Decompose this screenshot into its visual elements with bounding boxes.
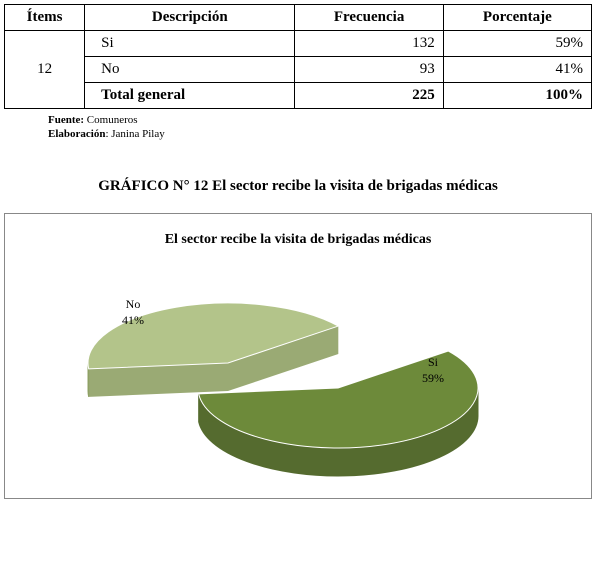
chart-svg-wrap: Si 59% No 41%	[15, 258, 581, 488]
source-block: Fuente: Comuneros Elaboración: Janina Pi…	[48, 113, 592, 142]
table-header-row: Ítems Descripción Frecuencia Porcentaje	[5, 5, 592, 31]
table-row: No 93 41%	[5, 57, 592, 83]
th-items: Ítems	[5, 5, 85, 31]
cell-freq: 132	[295, 31, 443, 57]
cell-freq: 93	[295, 57, 443, 83]
th-freq: Frecuencia	[295, 5, 443, 31]
table-total-row: Total general 225 100%	[5, 83, 592, 109]
svg-text:41%: 41%	[122, 313, 144, 327]
chart-heading: GRÁFICO N° 12 El sector recibe la visita…	[4, 178, 592, 195]
cell-total-desc: Total general	[85, 83, 295, 109]
th-pct: Porcentaje	[443, 5, 591, 31]
cell-pct: 59%	[443, 31, 591, 57]
svg-text:No: No	[126, 297, 141, 311]
elab-label: Elaboración	[48, 128, 105, 140]
cell-desc: Si	[85, 31, 295, 57]
th-desc: Descripción	[85, 5, 295, 31]
chart-frame: El sector recibe la visita de brigadas m…	[4, 213, 592, 499]
cell-pct: 41%	[443, 57, 591, 83]
fuente-label: Fuente:	[48, 114, 84, 126]
elab-value: : Janina Pilay	[105, 128, 164, 140]
svg-text:Si: Si	[428, 355, 439, 369]
cell-total-pct: 100%	[443, 83, 591, 109]
table-row: 12 Si 132 59%	[5, 31, 592, 57]
cell-total-freq: 225	[295, 83, 443, 109]
chart-inner-title: El sector recibe la visita de brigadas m…	[15, 232, 581, 248]
fuente-value: Comuneros	[84, 114, 137, 126]
svg-text:59%: 59%	[422, 371, 444, 385]
pie-chart-svg: Si 59% No 41%	[28, 258, 568, 488]
data-table: Ítems Descripción Frecuencia Porcentaje …	[4, 4, 592, 109]
item-number-cell: 12	[5, 31, 85, 109]
cell-desc: No	[85, 57, 295, 83]
